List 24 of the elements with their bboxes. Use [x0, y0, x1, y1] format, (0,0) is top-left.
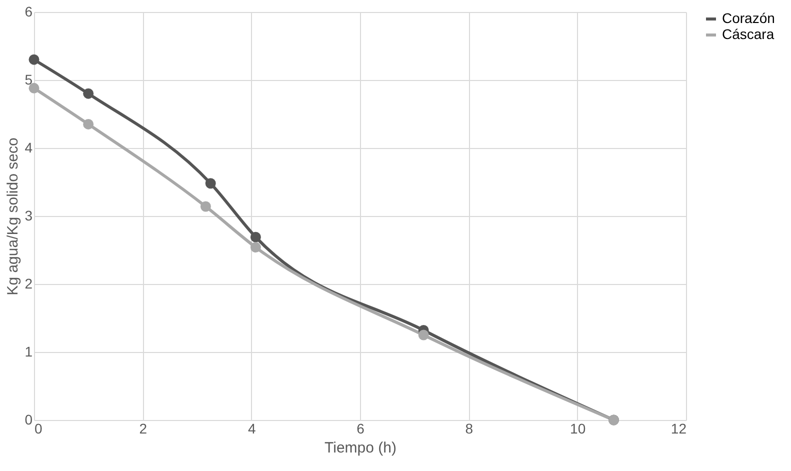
- x-tick-label: 6: [356, 420, 365, 436]
- y-axis-title: Kg agua/Kg solido seco: [4, 138, 22, 296]
- y-tick-label: 5: [24, 72, 33, 88]
- y-tick-label: 4: [24, 140, 33, 156]
- x-tick-label: 12: [670, 420, 687, 436]
- x-axis-title: Tiempo (h): [324, 440, 396, 456]
- point: [83, 88, 94, 99]
- y-tick-label: 3: [24, 208, 33, 224]
- point: [205, 178, 216, 189]
- y-tick-label: 6: [24, 4, 33, 20]
- y-tick-label: 1: [24, 344, 33, 360]
- x-tick-label: 8: [465, 420, 474, 436]
- legend-label: Cáscara: [722, 26, 774, 42]
- point: [250, 242, 261, 253]
- point: [200, 201, 211, 212]
- point: [83, 118, 94, 130]
- x-tick-label: 4: [248, 420, 256, 436]
- x-tick-label: 10: [570, 420, 586, 436]
- point: [418, 330, 429, 340]
- x-tick-label: 2: [139, 420, 148, 436]
- y-tick-label: 2: [24, 276, 33, 292]
- point: [28, 54, 40, 65]
- legend-label: Corazón: [722, 10, 775, 26]
- point: [250, 232, 261, 242]
